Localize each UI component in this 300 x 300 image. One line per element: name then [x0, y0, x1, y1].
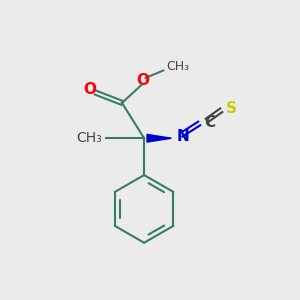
Text: N: N — [176, 129, 189, 144]
Text: S: S — [226, 101, 237, 116]
Polygon shape — [147, 134, 172, 142]
Text: C: C — [204, 115, 215, 130]
Text: CH₃: CH₃ — [166, 60, 189, 73]
Text: O: O — [84, 82, 97, 97]
Text: O: O — [136, 73, 149, 88]
Text: CH₃: CH₃ — [76, 131, 102, 145]
